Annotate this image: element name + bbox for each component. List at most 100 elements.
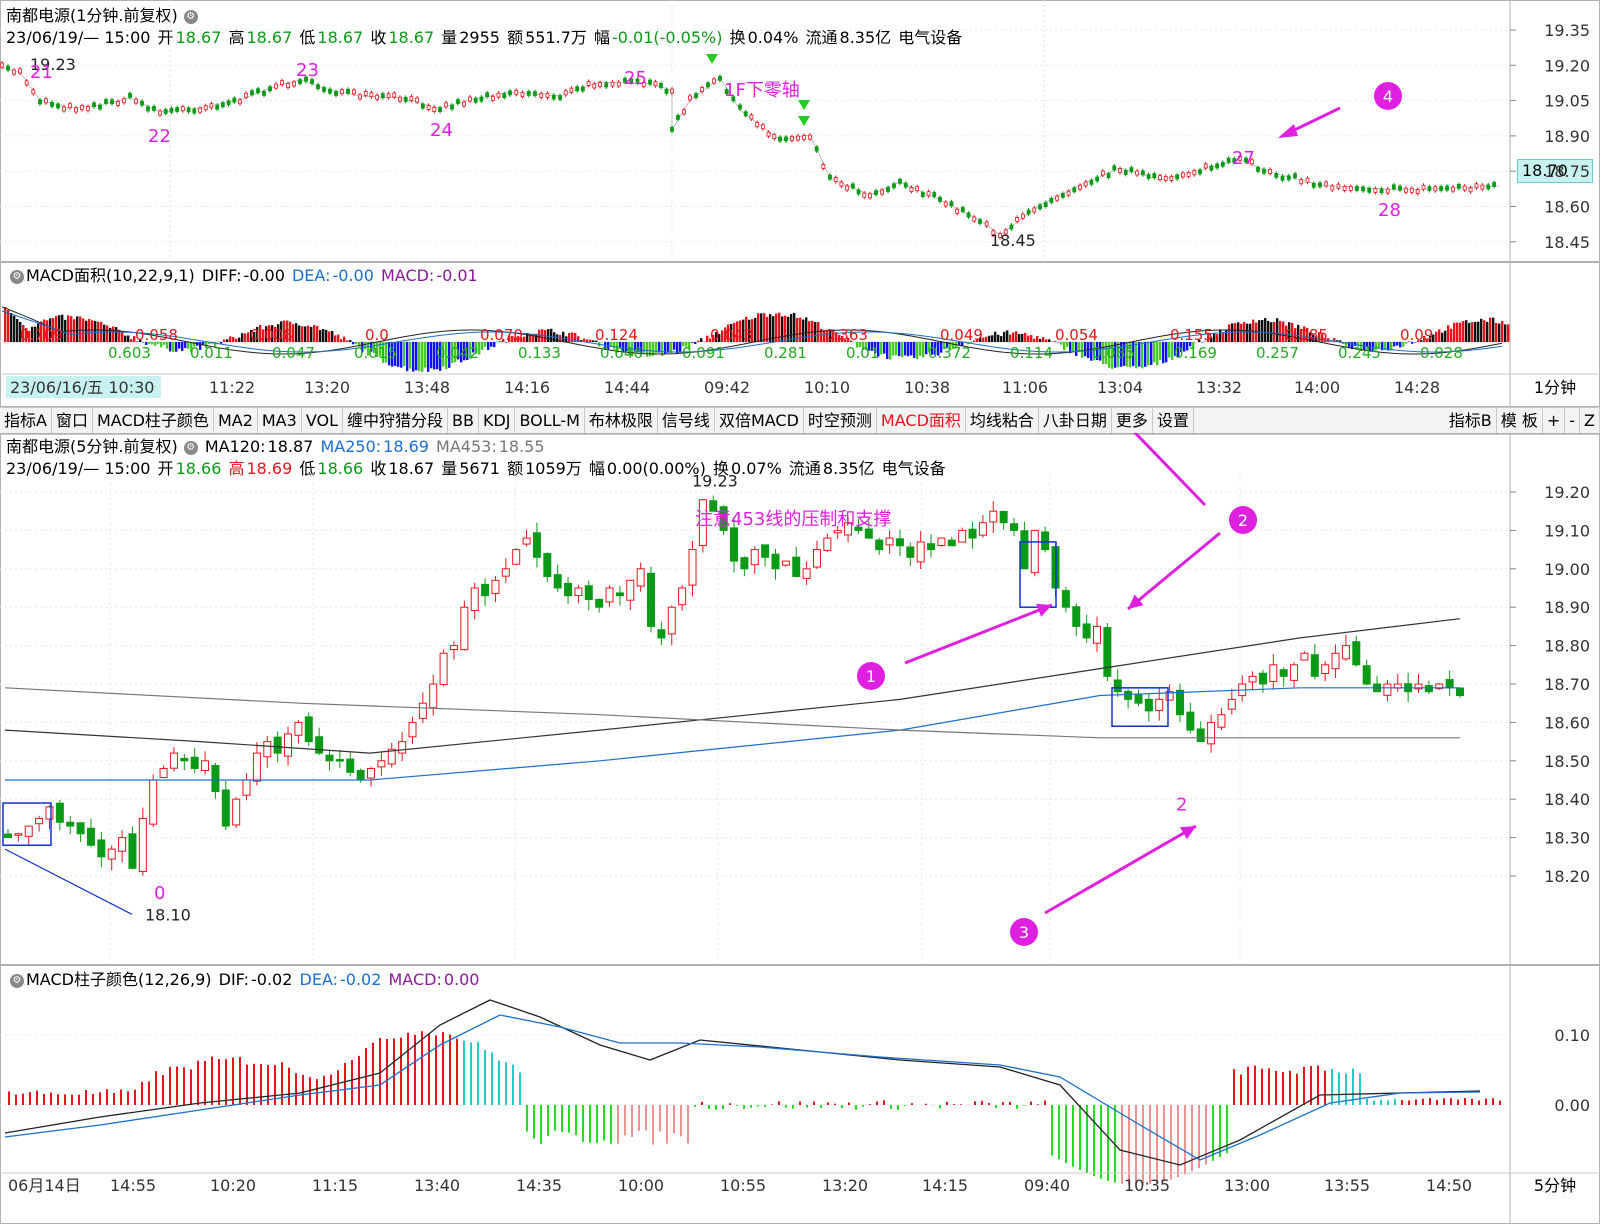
mini-candle: [298, 79, 302, 84]
candle: [885, 537, 894, 546]
area-label-green: 0.01: [846, 344, 879, 362]
macd-area-bar: [1105, 342, 1108, 365]
toolbar-item-13[interactable]: 时空预测: [804, 408, 877, 434]
macd-area-bar: [583, 338, 586, 342]
macd-area-bar: [817, 322, 820, 342]
toolbar-right-item-1[interactable]: 模 板: [1497, 408, 1543, 434]
candle: [1445, 679, 1454, 689]
toolbar-item-5[interactable]: VOL: [302, 408, 343, 434]
macd-area-bar: [442, 342, 445, 367]
macd-area-bar: [514, 336, 517, 342]
mini-candle: [1106, 173, 1111, 178]
macd-histogram-bar: [820, 1105, 822, 1108]
macd-area-bar: [730, 323, 733, 342]
mini-candle: [1060, 192, 1065, 198]
toolbar-right-item-3[interactable]: -: [1565, 408, 1581, 434]
toolbar-right-item-2[interactable]: +: [1543, 408, 1566, 434]
ma250-label: MA250:: [320, 437, 382, 456]
mini-candle: [1015, 217, 1020, 222]
candle: [460, 606, 469, 651]
toolbar-item-0[interactable]: 指标A: [0, 408, 52, 434]
candle: [1072, 606, 1081, 627]
toolbar-item-1[interactable]: 窗口: [52, 408, 93, 434]
mini-candle: [960, 207, 965, 212]
gear-icon[interactable]: ⚙: [10, 269, 24, 284]
macd-histogram-bar: [904, 1105, 906, 1106]
toolbar-item-15[interactable]: 均线粘合: [966, 408, 1039, 434]
mini-candle: [268, 86, 272, 92]
area-label-green: 0.114: [1010, 344, 1053, 362]
mini-candle: [1180, 172, 1185, 178]
mini-candle: [778, 136, 782, 142]
mini-candle: [682, 109, 686, 115]
macd-area-bar: [1216, 334, 1219, 342]
toolbar-item-14[interactable]: MACD面积: [877, 408, 966, 434]
toolbar-item-6[interactable]: 缠中狩猎分段: [343, 408, 448, 434]
toolbar-item-18[interactable]: 设置: [1153, 408, 1194, 434]
callout-arrow-line: [1133, 433, 1207, 507]
macd-area-bar: [1396, 342, 1399, 346]
macd-histogram-bar: [981, 1100, 983, 1105]
macd-histogram-bar: [281, 1062, 283, 1105]
toolbar-item-2[interactable]: MACD柱子颜色: [93, 408, 214, 434]
macd-area-bar: [1339, 340, 1342, 342]
macd-area-bar: [430, 342, 433, 369]
mini-candle: [1100, 170, 1105, 176]
mini-candle: [1421, 184, 1426, 190]
macd-area-bar: [379, 342, 382, 357]
panel-border: [0, 0, 1600, 262]
mini-candle: [972, 216, 977, 222]
area-label-green: 0.245: [1338, 344, 1381, 362]
price-axis-label: 19.10: [1544, 521, 1590, 540]
mini-candle: [880, 189, 884, 195]
toolbar-right-item-4[interactable]: Z: [1580, 408, 1600, 434]
macd-histogram-bar: [617, 1105, 619, 1144]
macd-histogram-bar: [113, 1092, 115, 1105]
toolbar-item-8[interactable]: KDJ: [479, 408, 516, 434]
macd-histogram-bar: [519, 1072, 521, 1105]
toolbar-right-item-0[interactable]: 指标B: [1445, 408, 1497, 434]
mini-candle: [1342, 186, 1347, 191]
macd-area-bar: [160, 342, 163, 348]
toolbar-item-4[interactable]: MA3: [258, 408, 302, 434]
gear-icon[interactable]: ⚙: [183, 9, 198, 24]
macd-histogram-bar: [1170, 1105, 1172, 1180]
macd-area-bar: [946, 342, 949, 348]
dif-label: DIF:: [218, 970, 250, 989]
candle: [439, 652, 448, 686]
toolbar-item-9[interactable]: BOLL-M: [515, 408, 585, 434]
mini-candle: [38, 99, 42, 105]
gear-icon[interactable]: ⚙: [183, 440, 198, 455]
toolbar-item-11[interactable]: 信号线: [658, 408, 715, 434]
macd-histogram-bar: [715, 1105, 717, 1110]
macd-area-bar: [76, 316, 79, 342]
gear-icon[interactable]: ⚙: [10, 973, 24, 988]
toolbar-item-17[interactable]: 更多: [1112, 408, 1153, 434]
mini-candle: [292, 81, 296, 87]
toolbar-item-3[interactable]: MA2: [214, 408, 258, 434]
macd-histogram-bar: [120, 1089, 122, 1105]
time-label: 14:15: [922, 1176, 968, 1195]
macd-area-bar: [1084, 342, 1087, 357]
macd-area-bar: [667, 342, 670, 353]
toolbar-item-16[interactable]: 八卦日期: [1039, 408, 1112, 434]
area-label-green: 0.011: [190, 344, 233, 362]
top-date: 23/06/19/— 15:00: [6, 28, 151, 47]
toolbar-item-7[interactable]: BB: [448, 408, 479, 434]
macd-area-bar: [1270, 322, 1273, 342]
macd-area-bar: [46, 320, 49, 342]
mini-candle: [712, 78, 716, 84]
macd-histogram-bar: [883, 1100, 885, 1105]
macd-area-bar: [433, 342, 436, 370]
macd-area-bar: [1264, 318, 1267, 342]
toolbar-item-10[interactable]: 布林极限: [585, 408, 658, 434]
toolbar-item-12[interactable]: 双倍MACD: [715, 408, 804, 434]
candle: [14, 833, 23, 836]
macd-histogram-bar: [939, 1105, 941, 1109]
macd-histogram-bar: [659, 1105, 661, 1132]
candle: [688, 549, 697, 586]
mini-candle: [1003, 229, 1008, 235]
macd-area-bar: [1348, 342, 1351, 348]
mini-candle: [1280, 175, 1285, 181]
